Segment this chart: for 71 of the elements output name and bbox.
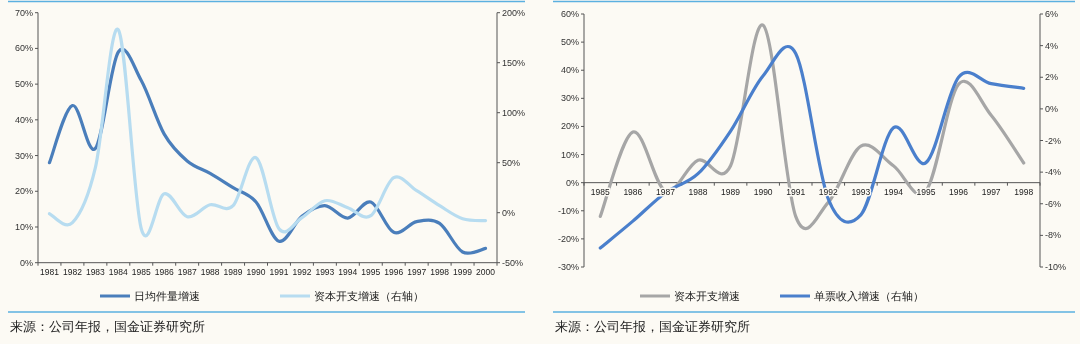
y-tick-label: 70% [14, 7, 33, 18]
x-tick-label: 1986 [154, 266, 174, 277]
x-tick-label: 1989 [721, 186, 741, 197]
y2-tick-label: 0% [502, 207, 516, 218]
x-tick-label: 1994 [883, 186, 904, 197]
x-tick-label: 1999 [453, 266, 473, 277]
x-tick-label: 1995 [361, 266, 381, 277]
x-tick-label: 1985 [590, 186, 611, 197]
x-tick-label: 1996 [949, 186, 969, 197]
x-tick-label: 1981 [40, 266, 60, 277]
x-tick-label: 1992 [292, 266, 312, 277]
y-tick-label: -30% [557, 262, 579, 272]
x-tick-label: 1983 [85, 266, 106, 277]
y-tick-label: 20% [14, 186, 33, 197]
y2-tick-label: -6% [1045, 198, 1062, 209]
y-tick-label: 10% [14, 221, 33, 232]
x-tick-label: 2000 [476, 266, 496, 277]
x-tick-label: 1995 [916, 186, 936, 197]
legend-label: 资本开支增速（右轴） [314, 290, 424, 302]
source-note: 来源：公司年报，国金证券研究所 [10, 319, 205, 334]
y-tick-label: 0% [565, 177, 579, 188]
legend-label: 日均件量增速 [134, 290, 200, 302]
x-tick-label: 1991 [269, 266, 289, 277]
y-tick-label: 30% [560, 93, 579, 104]
x-tick-label: 1987 [177, 266, 197, 277]
x-tick-label: 1988 [688, 186, 708, 197]
x-tick-label: 1985 [131, 266, 151, 277]
legend-label: 资本开支增速 [674, 290, 740, 302]
y2-tick-label: -50% [502, 257, 524, 268]
y-tick-label: 60% [14, 43, 33, 54]
y-tick-label: 10% [560, 149, 579, 160]
y2-tick-label: 6% [1045, 9, 1059, 19]
x-tick-label: 1988 [200, 266, 220, 277]
x-tick-label: 1996 [384, 266, 404, 277]
x-tick-label: 1984 [108, 266, 129, 277]
y2-tick-label: -4% [1045, 167, 1062, 178]
y-tick-label: 50% [14, 79, 33, 90]
y-tick-label: 30% [14, 150, 33, 161]
y-tick-label: -20% [557, 233, 579, 244]
y-tick-label: 0% [19, 257, 33, 268]
y2-tick-label: -10% [1045, 262, 1067, 272]
x-tick-label: 1994 [338, 266, 358, 277]
y-tick-label: 20% [560, 121, 579, 132]
x-tick-label: 1997 [981, 186, 1001, 197]
x-tick-label: 1986 [623, 186, 643, 197]
y2-tick-label: 2% [1045, 72, 1059, 83]
y2-tick-label: 50% [502, 157, 521, 168]
y-tick-label: 40% [14, 114, 33, 125]
y2-tick-label: -2% [1045, 135, 1062, 146]
y2-tick-label: 4% [1045, 40, 1059, 51]
x-tick-label: 1993 [851, 186, 871, 197]
y-tick-label: 60% [560, 9, 579, 19]
x-tick-label: 1997 [407, 266, 427, 277]
y-tick-label: 50% [560, 37, 579, 48]
y2-tick-label: 150% [502, 57, 526, 68]
y2-tick-label: 200% [502, 7, 526, 18]
x-tick-label: 1998 [430, 266, 450, 277]
x-tick-label: 1993 [315, 266, 335, 277]
y2-tick-label: 100% [502, 107, 526, 118]
x-tick-label: 1998 [1014, 186, 1034, 197]
legend-label: 单票收入增速（右轴） [814, 290, 924, 302]
y2-tick-label: -8% [1045, 230, 1062, 241]
x-tick-label: 1990 [246, 266, 266, 277]
y-tick-label: -10% [557, 205, 579, 216]
y2-tick-label: 0% [1045, 103, 1059, 114]
x-tick-label: 1991 [786, 186, 806, 197]
source-note: 来源：公司年报，国金证券研究所 [555, 319, 750, 334]
y-tick-label: 40% [560, 65, 579, 76]
x-tick-label: 1989 [223, 266, 243, 277]
x-tick-label: 1982 [62, 266, 83, 277]
x-tick-label: 1990 [753, 186, 773, 197]
